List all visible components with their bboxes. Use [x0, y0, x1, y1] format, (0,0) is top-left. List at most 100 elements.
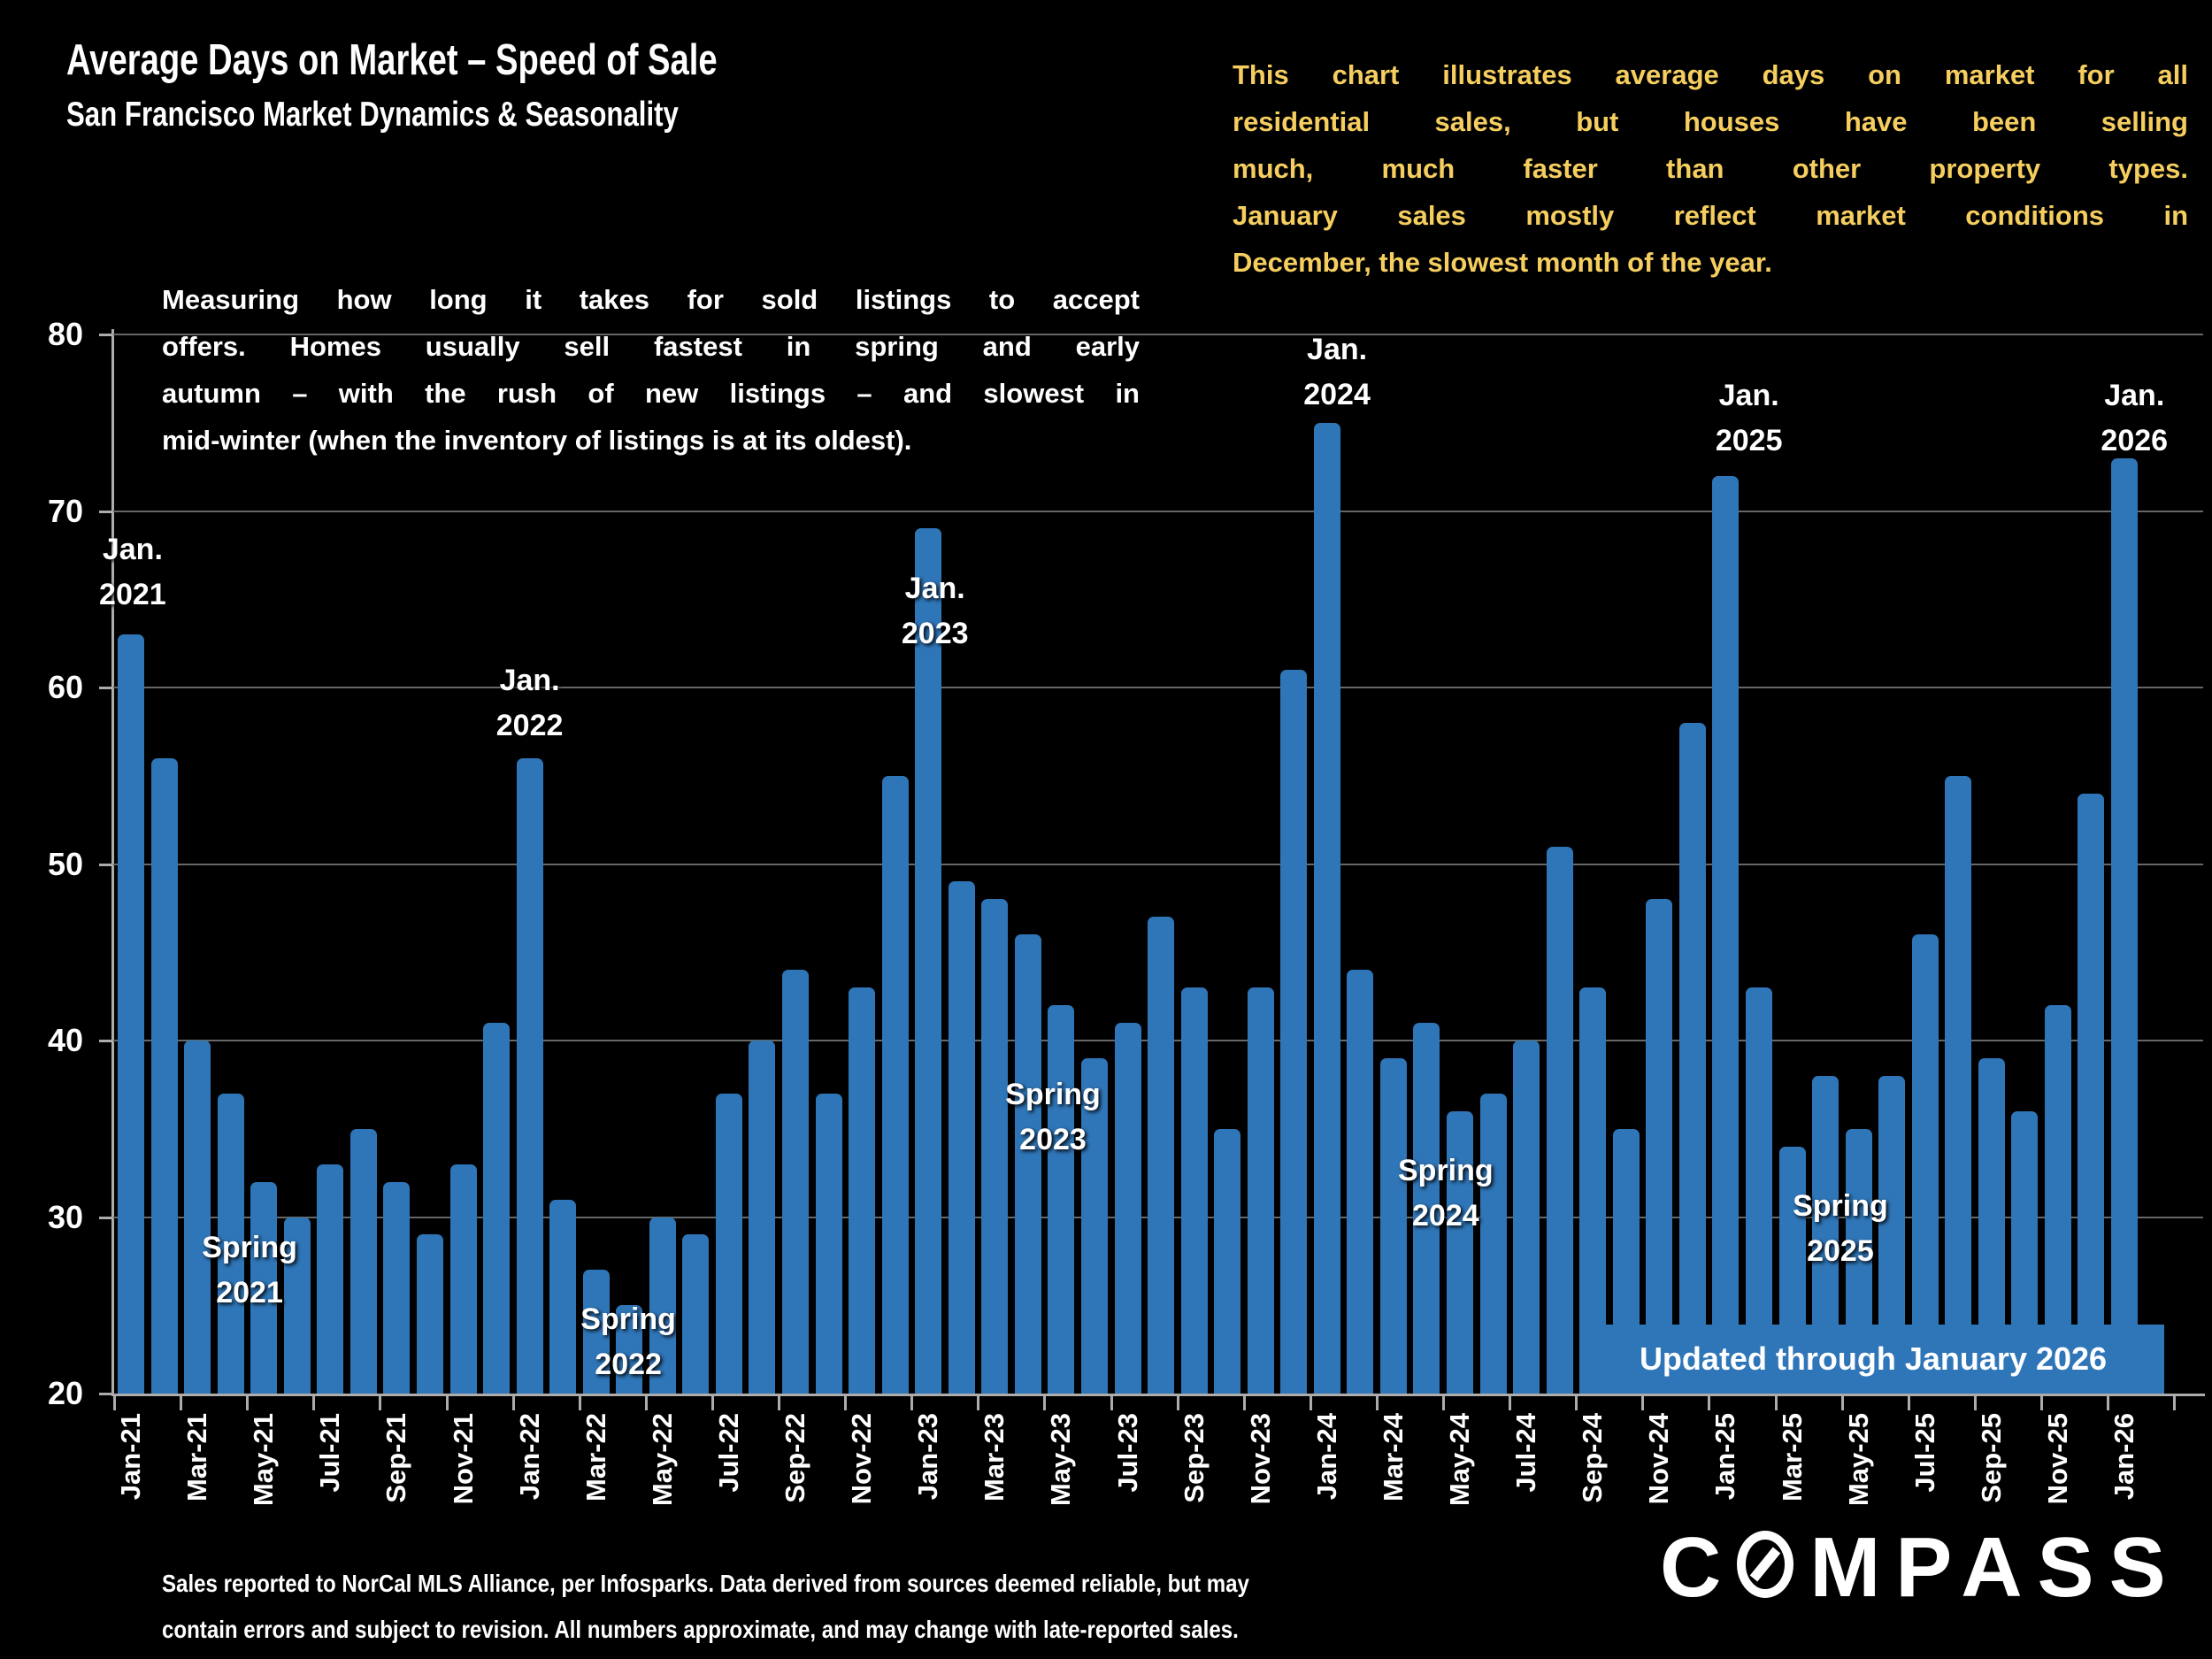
y-tick: [99, 687, 113, 689]
x-axis-label: Sep-21: [380, 1413, 412, 1503]
x-axis-label: May-21: [248, 1413, 280, 1507]
bar-Dec-21: [483, 1023, 511, 1394]
bar-Jun-22: [682, 1234, 710, 1394]
bar-Jan-24: [1313, 422, 1340, 1394]
x-tick: [1708, 1396, 1711, 1410]
bar-Mar-24: [1379, 1057, 1407, 1394]
x-tick: [511, 1396, 515, 1410]
annotation-jan.-2022: Jan. 2022: [495, 664, 564, 742]
x-tick: [1509, 1396, 1512, 1410]
bar-Apr-22: [616, 1305, 643, 1394]
compass-logo: C MPASS: [1660, 1525, 2181, 1614]
y-axis-line: [111, 329, 114, 1396]
bar-Jul-21: [317, 1164, 344, 1394]
note-line: January sales mostly reflect market cond…: [1233, 200, 2188, 231]
x-axis-label: May-22: [646, 1413, 678, 1507]
bar-Aug-24: [1546, 846, 1573, 1394]
x-tick: [778, 1396, 780, 1410]
note-yellow-commentary: This chart illustrates average days on m…: [1233, 51, 2188, 286]
note-line: offers. Homes usually sell fastest in sp…: [162, 331, 1140, 362]
bar-Mar-22: [582, 1270, 610, 1394]
y-axis-label: 60: [47, 669, 83, 705]
gridline: [113, 863, 2203, 865]
x-tick: [1774, 1396, 1778, 1410]
note-white-description: Measuring how long it takes for sold lis…: [162, 276, 1140, 464]
bar-Feb-24: [1347, 970, 1374, 1394]
bar-Jul-25: [1911, 934, 1939, 1394]
x-axis-label: Jul-21: [314, 1413, 346, 1493]
x-tick: [1110, 1396, 1113, 1410]
x-axis-label: Nov-22: [846, 1413, 878, 1505]
x-axis-line: [111, 1394, 2205, 1396]
y-tick: [99, 863, 113, 866]
annotation-spring-2023: Spring 2023: [1005, 1078, 1101, 1156]
x-axis-label: Mar-22: [580, 1413, 611, 1502]
x-tick: [644, 1396, 648, 1410]
bar-Aug-21: [349, 1128, 377, 1394]
x-axis-label: Jul-25: [1909, 1413, 1940, 1493]
annotation-jan.-2024: Jan. 2024: [1303, 333, 1371, 411]
note-line: much, much faster than other property ty…: [1233, 153, 2188, 184]
annotation-jan.-2023: Jan. 2023: [901, 572, 969, 650]
x-axis-label: Jan-25: [1709, 1413, 1741, 1501]
bar-Jan-22: [516, 757, 543, 1394]
y-axis-label: 80: [47, 316, 83, 352]
annotation-jan.-2021: Jan. 2021: [99, 533, 166, 611]
x-axis-label: Jan-22: [513, 1413, 545, 1501]
x-tick: [1043, 1396, 1047, 1410]
bar-Apr-21: [217, 1093, 244, 1394]
bar-Jul-24: [1513, 1041, 1540, 1394]
x-tick: [1641, 1396, 1645, 1410]
x-tick: [1242, 1396, 1246, 1410]
bar-Nov-22: [849, 987, 876, 1394]
bar-Jul-23: [1114, 1023, 1141, 1394]
bar-May-21: [250, 1181, 278, 1394]
x-tick: [113, 1396, 116, 1410]
page-title: Average Days on Market – Speed of Sale: [66, 36, 718, 84]
bar-Jan-26: [2111, 457, 2138, 1394]
disclaimer-text: Sales reported to NorCal MLS Alliance, p…: [162, 1570, 1249, 1643]
x-axis-label: Nov-25: [2041, 1413, 2073, 1505]
bar-Jan-23: [915, 528, 942, 1394]
page-subtitle: San Francisco Market Dynamics & Seasonal…: [66, 96, 679, 134]
x-tick: [844, 1396, 848, 1410]
gridline: [113, 687, 2203, 688]
bar-May-23: [1048, 1005, 1075, 1394]
x-tick: [1375, 1396, 1379, 1410]
bar-Apr-24: [1413, 1023, 1440, 1394]
updated-banner-label: Updated through January 2026: [1639, 1340, 2108, 1377]
y-axis-label: 70: [47, 492, 83, 529]
logo-letters-mpass: MPASS: [1809, 1520, 2181, 1615]
x-tick: [2107, 1396, 2109, 1410]
y-axis-label: 40: [47, 1022, 83, 1058]
x-tick: [1176, 1396, 1179, 1410]
x-tick: [1309, 1396, 1312, 1410]
y-tick: [99, 1040, 113, 1042]
updated-banner: Updated through January 2026: [1582, 1325, 2164, 1394]
y-tick: [99, 1216, 113, 1219]
bar-Jun-23: [1080, 1057, 1108, 1394]
annotation-spring-2025: Spring 2025: [1793, 1189, 1888, 1268]
bar-Jun-21: [283, 1217, 311, 1394]
bar-Mar-23: [981, 899, 1009, 1394]
gridline: [113, 510, 2203, 512]
bar-Oct-23: [1214, 1128, 1241, 1394]
bar-Aug-25: [1945, 775, 1972, 1394]
x-tick: [710, 1396, 714, 1410]
bar-Jan-25: [1712, 475, 1740, 1394]
x-tick: [1575, 1396, 1578, 1410]
note-line: Measuring how long it takes for sold lis…: [162, 284, 1140, 315]
bar-Sep-23: [1180, 987, 1208, 1394]
x-axis-label: Mar-21: [181, 1413, 213, 1502]
bar-Sep-22: [782, 970, 809, 1394]
note-line: autumn – with the rush of new listings –…: [162, 378, 1140, 409]
x-tick: [1442, 1396, 1445, 1410]
y-tick: [99, 334, 113, 336]
bar-Oct-22: [815, 1093, 842, 1394]
gridline: [113, 334, 2203, 335]
bar-Mar-21: [184, 1041, 211, 1394]
x-axis-label: May-25: [1842, 1413, 1874, 1507]
bar-Feb-22: [549, 1199, 577, 1394]
note-line: December, the slowest month of the year.: [1233, 247, 1772, 278]
bar-Apr-23: [1014, 934, 1041, 1394]
